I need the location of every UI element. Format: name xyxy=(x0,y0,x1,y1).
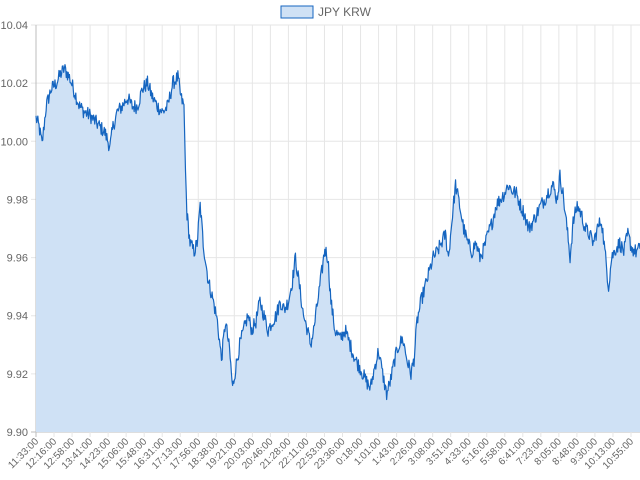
legend-swatch xyxy=(280,5,314,19)
y-tick-label: 9.94 xyxy=(7,311,28,323)
y-tick-label: 9.98 xyxy=(7,194,28,206)
series-line xyxy=(35,64,640,401)
series-area xyxy=(36,64,640,432)
y-tick-label: 9.90 xyxy=(7,427,28,439)
y-tick-label: 10.04 xyxy=(0,20,28,32)
y-tick-label: 10.02 xyxy=(0,78,28,90)
y-tick-label: 9.92 xyxy=(7,369,28,381)
y-axis-ticks: 10.04 10.02 10.00 9.98 9.96 9.94 9.92 9.90 xyxy=(0,20,28,439)
x-axis-ticks: 11:33:0012:16:0012:58:0013:41:0014:23:00… xyxy=(6,436,636,472)
y-tick-label: 10.00 xyxy=(0,136,28,148)
legend[interactable]: JPY KRW xyxy=(280,5,372,19)
y-tick-label: 9.96 xyxy=(7,253,28,265)
legend-label: JPY KRW xyxy=(318,5,372,19)
